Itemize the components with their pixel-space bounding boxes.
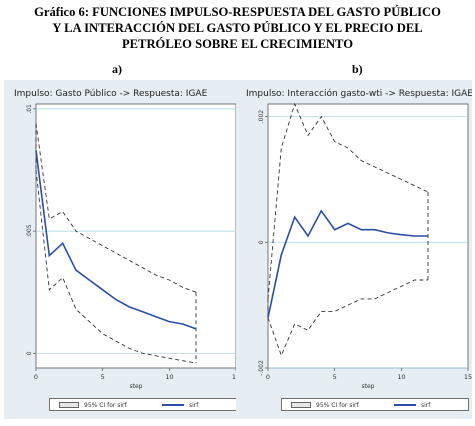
ci-lower-line [267,279,428,357]
panel-label-a: a) [112,62,122,76]
y-tick-label: .002 [258,110,265,124]
irf-swatch [394,404,416,406]
y-tick-label: .01 [26,104,33,114]
chart-panel-a: Impulso: Gasto Público -> Respuesta: IGA… [4,80,240,419]
plot-area [267,103,469,369]
legend-ci-label: 95% CI for sirf [84,402,127,409]
y-tick-label: -.002 [258,360,265,376]
ci-swatch [59,402,79,408]
ci-upper-line [267,102,429,299]
y-tick-label: .005 [26,224,33,238]
chart-b-svg: Impulso: Interacción gasto-wti -> Respue… [246,88,472,390]
figure-title-line2: Y LA INTERACCIÓN DEL GASTO PÚBLICO Y EL … [52,21,423,35]
x-tick-label: 0 [34,373,38,381]
ci-swatch [291,402,311,408]
ci-upper-line [35,123,197,293]
panel-label-b: b) [352,62,363,76]
y-tick-label: 0 [26,351,33,355]
plot-area [35,103,237,369]
x-tick-label: 10 [165,373,173,381]
x-tick-label: 5 [101,373,105,381]
x-tick-label: 5 [333,373,337,381]
figure-title-line3: PETRÓLEO SOBRE EL CRECIMIENTO [121,37,354,51]
legend-ci-label: 95% CI for sirf [316,402,359,409]
figure-title: Gráfico 6: FUNCIONES IMPULSO-RESPUESTA D… [0,4,475,52]
x-tick-label: 10 [397,373,405,381]
y-tick-label: 0 [258,240,265,244]
x-tick-label: 0 [266,373,270,381]
chart-a-svg: Impulso: Gasto Público -> Respuesta: IGA… [14,89,240,390]
legend-irf-label: sirf [189,402,199,409]
chart-a-legend: 95% CI for sirf sirf [49,398,237,411]
figure-title-line1: Gráfico 6: FUNCIONES IMPULSO-RESPUESTA D… [34,5,441,19]
chart-title: Impulso: Interacción gasto-wti -> Respue… [246,88,472,99]
x-tick-label: 15 [464,373,472,381]
legend-irf-label: sirf [421,402,431,409]
ci-lower-line [35,169,197,364]
x-axis-label: step [130,383,143,390]
irf-line [267,209,428,318]
chart-panel-b: Impulso: Interacción gasto-wti -> Respue… [236,80,472,419]
chart-title: Impulso: Gasto Público -> Respuesta: IGA… [14,89,208,99]
irf-line [35,150,197,330]
chart-b-legend: 95% CI for sirf sirf [281,398,469,411]
x-axis-label: step [362,383,375,390]
irf-swatch [162,404,184,406]
x-tick-label: 15 [232,373,240,381]
